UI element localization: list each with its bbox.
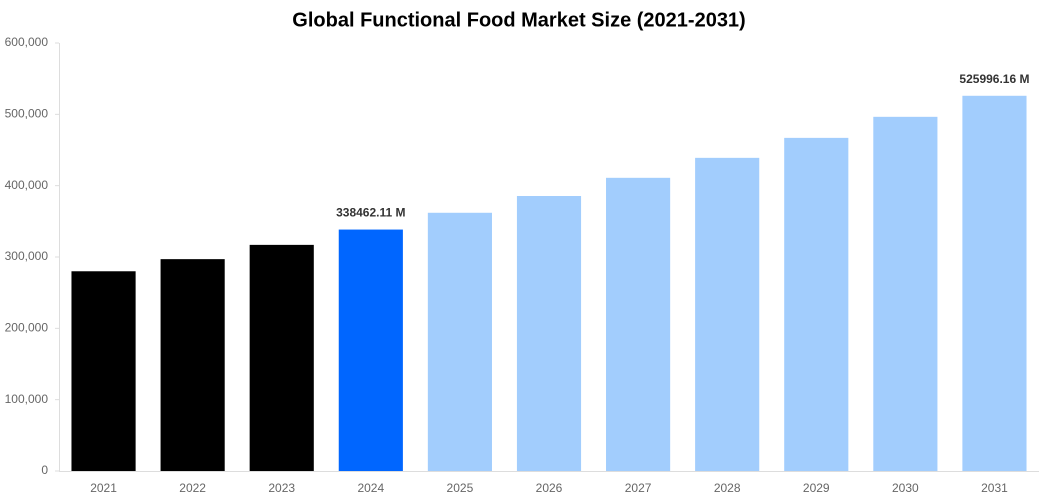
x-tick-label: 2031 bbox=[981, 481, 1008, 495]
y-tick-label: 300,000 bbox=[5, 249, 49, 263]
x-tick-label: 2030 bbox=[892, 481, 919, 495]
x-tick-label: 2029 bbox=[803, 481, 830, 495]
bar bbox=[338, 229, 403, 471]
x-tick-label: 2028 bbox=[714, 481, 741, 495]
bar bbox=[516, 196, 582, 471]
value-label: 525996.16 M bbox=[959, 72, 1029, 86]
y-tick-label: 200,000 bbox=[5, 321, 49, 335]
bar bbox=[249, 244, 314, 471]
bar bbox=[962, 95, 1027, 472]
y-tick-label: 600,000 bbox=[5, 35, 49, 49]
y-tick-label: 500,000 bbox=[5, 107, 49, 121]
y-tick-label: 400,000 bbox=[5, 178, 49, 192]
bar bbox=[873, 116, 938, 471]
value-label: 338462.11 M bbox=[336, 206, 405, 220]
x-tick-label: 2024 bbox=[357, 481, 384, 495]
bar bbox=[160, 259, 225, 471]
x-tick-label: 2025 bbox=[447, 481, 474, 495]
x-tick-label: 2023 bbox=[268, 481, 295, 495]
bar bbox=[606, 177, 671, 471]
bar bbox=[695, 157, 760, 471]
x-tick-label: 2027 bbox=[625, 481, 652, 495]
y-tick-label: 0 bbox=[41, 463, 48, 477]
chart-title: Global Functional Food Market Size (2021… bbox=[292, 9, 745, 31]
bar bbox=[784, 137, 849, 471]
bar bbox=[71, 271, 136, 471]
bar bbox=[427, 212, 492, 472]
x-tick-label: 2026 bbox=[536, 481, 563, 495]
x-tick-label: 2022 bbox=[179, 481, 206, 495]
y-tick-label: 100,000 bbox=[5, 392, 49, 406]
x-tick-label: 2021 bbox=[90, 481, 117, 495]
